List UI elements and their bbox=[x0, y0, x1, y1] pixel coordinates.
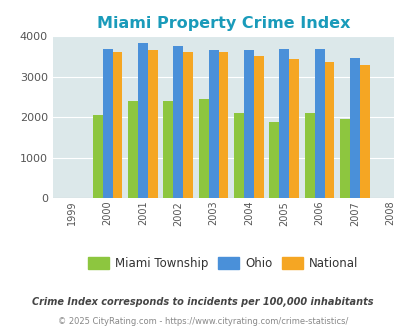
Text: Crime Index corresponds to incidents per 100,000 inhabitants: Crime Index corresponds to incidents per… bbox=[32, 297, 373, 307]
Bar bbox=[128, 101, 138, 198]
Bar bbox=[138, 43, 147, 198]
Bar bbox=[163, 101, 173, 198]
Title: Miami Property Crime Index: Miami Property Crime Index bbox=[96, 16, 349, 31]
Bar bbox=[314, 49, 324, 198]
Bar bbox=[112, 52, 122, 198]
Bar bbox=[147, 50, 158, 198]
Bar bbox=[339, 119, 349, 198]
Bar bbox=[288, 59, 298, 198]
Bar bbox=[359, 65, 369, 198]
Bar bbox=[92, 115, 102, 198]
Bar bbox=[269, 122, 279, 198]
Bar bbox=[349, 58, 359, 198]
Bar bbox=[173, 47, 183, 198]
Bar bbox=[304, 113, 314, 198]
Bar bbox=[279, 49, 288, 198]
Bar bbox=[102, 49, 112, 198]
Bar bbox=[243, 50, 253, 198]
Bar bbox=[208, 50, 218, 198]
Text: © 2025 CityRating.com - https://www.cityrating.com/crime-statistics/: © 2025 CityRating.com - https://www.city… bbox=[58, 317, 347, 326]
Bar bbox=[183, 52, 193, 198]
Bar bbox=[234, 113, 243, 198]
Bar bbox=[253, 56, 263, 198]
Bar bbox=[324, 62, 334, 198]
Legend: Miami Township, Ohio, National: Miami Township, Ohio, National bbox=[83, 252, 362, 275]
Bar bbox=[198, 99, 208, 198]
Bar bbox=[218, 52, 228, 198]
